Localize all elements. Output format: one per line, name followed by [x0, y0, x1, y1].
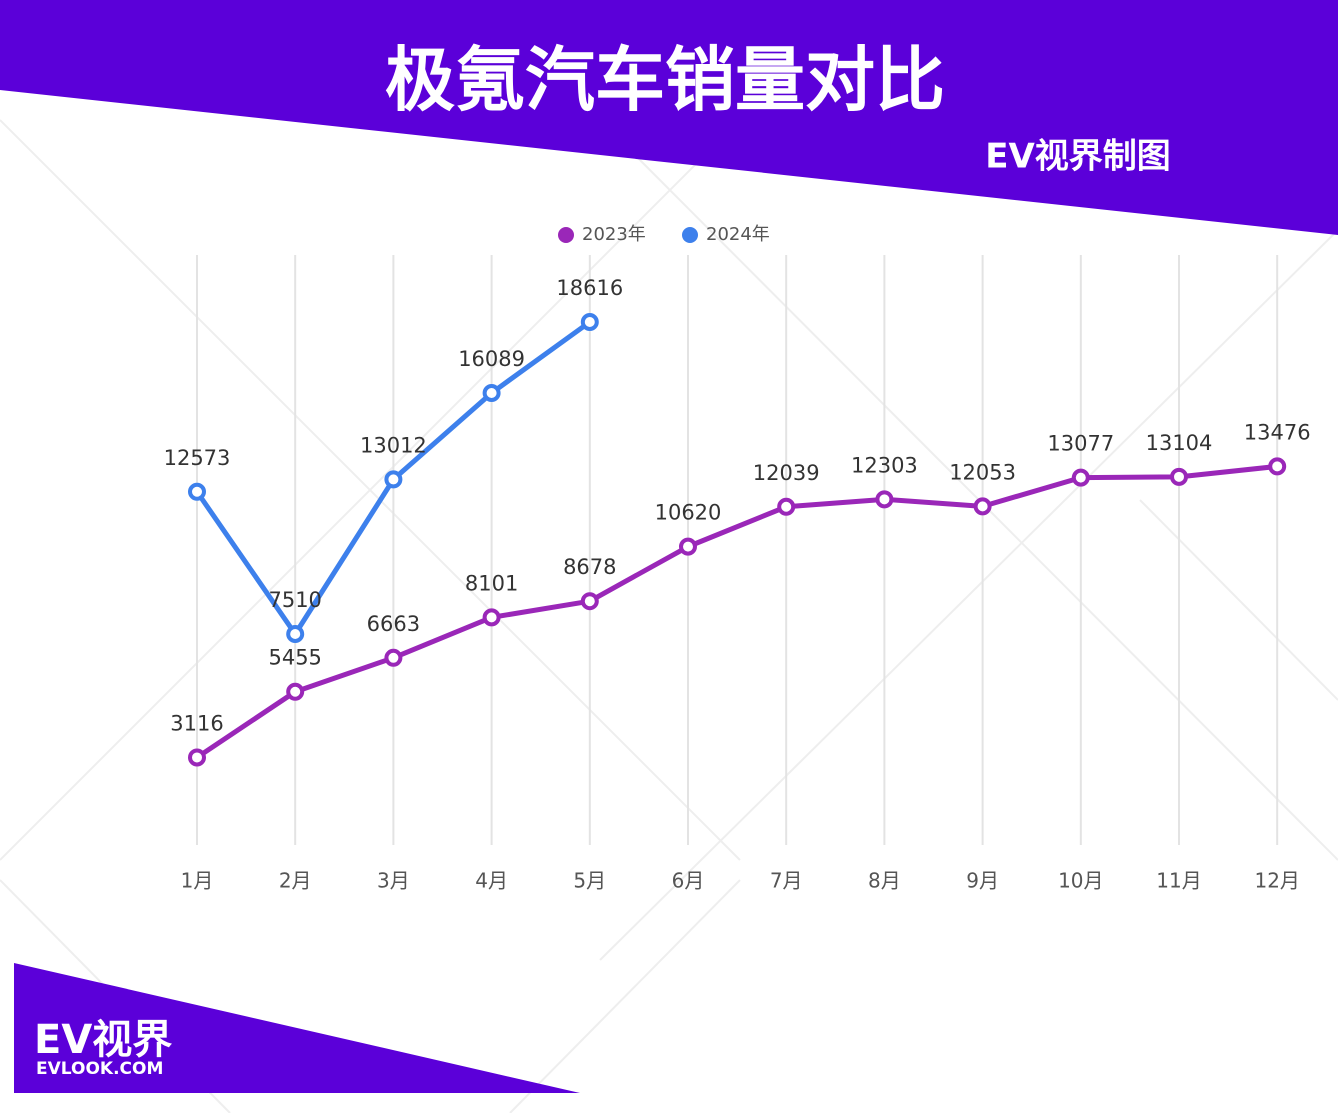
- data-label: 10620: [655, 501, 722, 525]
- point-marker: [482, 383, 501, 402]
- data-label: 12303: [851, 453, 918, 477]
- legend-label: 2024年: [706, 224, 770, 245]
- x-tick-label: 8月: [868, 869, 901, 893]
- x-tick-label: 5月: [573, 869, 606, 893]
- brand-url: EVLOOK.COM: [36, 1059, 163, 1079]
- data-label: 3116: [170, 711, 223, 735]
- point-marker: [384, 470, 403, 489]
- data-label: 13077: [1047, 432, 1114, 456]
- x-tick-label: 4月: [475, 869, 508, 893]
- point-marker: [1071, 468, 1090, 487]
- series-line: [195, 463, 1278, 760]
- legend-marker: [558, 227, 574, 243]
- chart-subtitle: EV视界制图: [985, 137, 1171, 177]
- brand-logo: EV视界: [34, 1017, 172, 1063]
- data-label: 7510: [268, 588, 321, 612]
- point-marker: [777, 497, 796, 516]
- point-marker: [286, 625, 305, 644]
- data-label: 16089: [458, 347, 525, 371]
- data-label: 5455: [268, 646, 321, 670]
- x-tick-label: 3月: [377, 869, 410, 893]
- point-marker: [188, 482, 206, 501]
- x-tick-label: 10月: [1058, 869, 1103, 893]
- point-marker: [973, 497, 992, 516]
- header-band: [0, 0, 1338, 235]
- x-tick-label: 12月: [1254, 869, 1299, 893]
- chart-title: 极氪汽车销量对比: [385, 39, 945, 121]
- point-marker: [482, 608, 501, 627]
- x-tick-label: 7月: [770, 869, 803, 893]
- legend-label: 2023年: [582, 224, 646, 245]
- point-marker: [188, 748, 206, 767]
- point-marker: [384, 648, 403, 667]
- legend-marker: [682, 227, 698, 243]
- data-label: 12573: [164, 446, 231, 470]
- data-label: 8101: [465, 571, 518, 595]
- x-tick-label: 11月: [1156, 869, 1201, 893]
- point-marker: [580, 312, 599, 331]
- footer-band: [14, 963, 580, 1093]
- point-marker: [580, 592, 599, 611]
- x-tick-label: 1月: [181, 869, 214, 893]
- data-label: 13104: [1146, 431, 1213, 455]
- x-tick-label: 6月: [672, 869, 705, 893]
- point-marker: [286, 682, 305, 701]
- data-label: 13476: [1244, 420, 1311, 444]
- data-label: 12039: [753, 461, 820, 485]
- x-tick-label: 2月: [279, 869, 312, 893]
- point-marker: [679, 537, 697, 556]
- data-label: 18616: [556, 276, 623, 300]
- data-label: 13012: [360, 433, 427, 457]
- x-tick-label: 9月: [966, 869, 999, 893]
- data-label: 6663: [367, 612, 420, 636]
- watermark-lines: [0, 119, 1338, 1113]
- point-marker: [1170, 467, 1188, 486]
- point-marker: [1268, 457, 1287, 476]
- data-label: 12053: [949, 460, 1016, 484]
- point-marker: [875, 490, 894, 509]
- data-label: 8678: [563, 555, 616, 579]
